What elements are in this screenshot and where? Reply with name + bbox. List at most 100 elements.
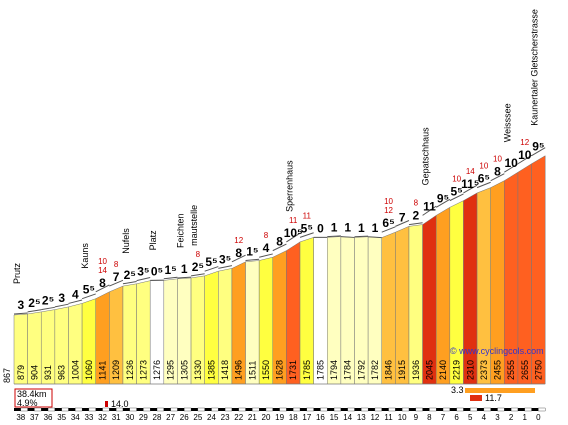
km-label: 11	[384, 413, 393, 422]
km-axis-tick	[27, 408, 35, 411]
km-axis-tick	[422, 408, 430, 411]
profile-outline	[299, 232, 314, 238]
km-axis-tick	[320, 407, 328, 412]
km-label: 7	[441, 413, 446, 422]
profile-outline	[68, 299, 83, 304]
max-gradient-label: 14	[98, 266, 107, 275]
gradient-label: 9⁵	[437, 191, 449, 205]
km-axis-tick	[14, 408, 21, 411]
km-axis-tick	[252, 407, 260, 412]
gradient-label: 8	[99, 276, 106, 290]
profile-outline	[449, 193, 464, 202]
km-axis-tick	[381, 408, 389, 411]
summary-box	[14, 388, 53, 408]
km-axis-tick	[286, 408, 294, 411]
elevation-label: 1295	[166, 360, 176, 380]
km-axis: 38 37 36 35 34 33 32 31 30 29 28 27 26 25 24 23 22 21 20 19…	[14, 383, 546, 422]
summary-average: 4.9%	[17, 398, 38, 408]
km-axis-tick	[374, 407, 382, 412]
km-axis-tick	[442, 407, 450, 412]
km-axis-tick	[191, 408, 198, 411]
km-axis-tick	[238, 407, 246, 412]
km-label: 14	[343, 413, 352, 422]
km-axis-tick	[456, 407, 464, 412]
elevation-label: 1915	[397, 360, 407, 380]
profile-outline	[81, 293, 96, 300]
profile-outline	[245, 258, 260, 262]
km-label: 12	[370, 413, 379, 422]
steep-legend-bar-a	[465, 388, 535, 393]
max-gradient-label: 10	[479, 162, 488, 171]
max-gradient-label: 12	[384, 206, 393, 215]
profile-outline	[190, 273, 205, 277]
max-gradient-label: 11	[289, 216, 298, 225]
place-label: Kaunertaler Gletscherstrasse	[530, 9, 540, 126]
elevation-label: 1141	[98, 361, 108, 380]
km-axis-tick	[463, 408, 471, 411]
km-axis-tick	[340, 408, 348, 411]
km-axis-tick	[102, 407, 110, 412]
elevation-label: 1785	[302, 360, 312, 380]
km-label: 16	[316, 413, 325, 422]
km-axis-tick	[34, 407, 42, 412]
profile-outline	[435, 198, 451, 208]
km-axis-tick	[449, 408, 457, 411]
km-axis-tick	[122, 408, 130, 411]
km-axis-tick	[218, 408, 226, 411]
km-axis-tick	[184, 407, 192, 412]
elevation-label: 1276	[152, 360, 162, 380]
km-axis-tick	[368, 408, 375, 411]
km-label: 36	[44, 413, 53, 422]
profile-outline	[340, 236, 355, 238]
km-axis-tick	[136, 408, 144, 411]
profile-labels: 38792⁵9042⁵9313963410045⁵106081014114178…	[16, 138, 545, 380]
profile-segment	[449, 200, 464, 385]
km-axis-tick	[129, 407, 137, 412]
km-axis-tick	[211, 407, 219, 412]
gradient-label: 2⁵	[28, 296, 40, 310]
profile-outline	[163, 276, 178, 280]
km-axis-tick	[531, 408, 539, 411]
elevation-label: 1060	[84, 360, 94, 380]
km-label: 38	[16, 413, 25, 422]
km-label: 4	[482, 413, 487, 422]
start-elevation: 867	[2, 368, 12, 383]
elevation-label: 2555	[506, 360, 516, 380]
gradient-label: 3⁵	[219, 252, 231, 266]
km-axis-tick	[95, 408, 103, 411]
profile-outline	[54, 303, 69, 308]
max-gradient-label: 12	[520, 138, 529, 147]
km-label: 5	[468, 413, 473, 422]
profile-outline	[204, 266, 219, 272]
place-label: Weisssee	[502, 103, 512, 142]
profile-outline	[368, 236, 382, 239]
profile-outline	[422, 205, 437, 216]
km-label: 3	[495, 413, 500, 422]
profile-outline	[272, 243, 287, 252]
max-gradient-label: 10	[493, 155, 502, 164]
km-axis-tick	[483, 407, 491, 412]
place-labels: Prutz Kauns Nufels Platz Feichten mautstelle S…	[12, 9, 540, 284]
km-label: 8	[427, 413, 432, 422]
profile-outline	[95, 284, 110, 293]
place-label: Platz	[148, 230, 158, 251]
gradient-label: 2⁵	[124, 268, 136, 282]
elevation-label: 1782	[370, 360, 380, 380]
profile-outline	[136, 277, 151, 282]
km-label: 21	[248, 413, 257, 422]
elevation-label: 2140	[438, 360, 448, 380]
elevation-label: 1550	[261, 360, 271, 380]
profile-outline	[504, 163, 519, 173]
km-axis-tick	[75, 407, 83, 412]
km-axis-tick	[306, 407, 314, 412]
gradient-label: 2⁵	[192, 260, 204, 274]
profile-outline	[531, 147, 546, 157]
profile-outline	[517, 154, 532, 165]
km-axis-tick	[245, 408, 253, 411]
profile-outline	[354, 235, 369, 238]
gradient-label: 5⁵	[83, 283, 95, 297]
gradient-label: 7	[399, 210, 406, 224]
km-axis-tick	[415, 407, 423, 412]
elevation-label: 904	[29, 365, 39, 380]
km-axis-tick	[300, 408, 307, 411]
